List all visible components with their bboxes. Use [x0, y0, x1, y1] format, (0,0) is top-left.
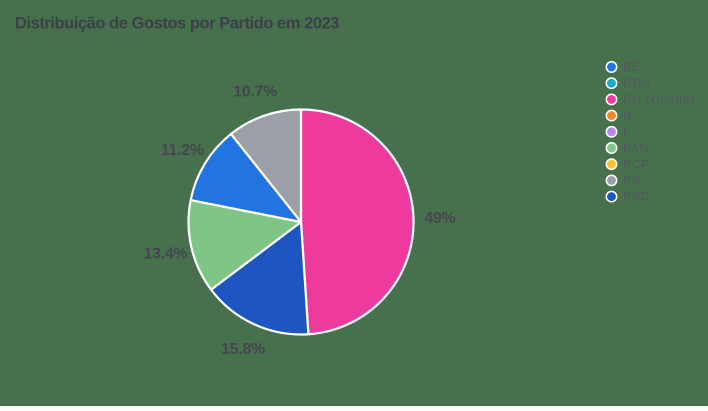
legend-item-psd[interactable]: PSD	[605, 190, 650, 204]
legend-label-psd: PSD	[623, 190, 650, 204]
pie-slice-psd[interactable]	[210, 220, 310, 336]
legend-label-l: L	[623, 125, 630, 139]
legend-marker-ch-chega	[605, 93, 618, 106]
legend-marker-pcp	[605, 158, 618, 171]
legend-label-pcp: PCP	[623, 157, 650, 171]
legend-item-be[interactable]: BE	[605, 60, 641, 74]
legend-label-be: BE	[623, 60, 641, 74]
legend-label-il: IL	[623, 109, 635, 123]
slice-label-psd: 15.8%	[221, 341, 265, 358]
legend: BE CDS CH (Chega) IL L PAN PCP PS PSD	[605, 60, 695, 204]
legend-item-pcp[interactable]: PCP	[605, 157, 650, 171]
legend-item-l[interactable]: L	[605, 125, 630, 139]
legend-marker-be	[605, 61, 618, 73]
slice-label-ch-chega: 49%	[424, 210, 455, 227]
pie-slice-be[interactable]	[189, 132, 303, 224]
legend-item-cds[interactable]: CDS	[605, 76, 651, 90]
legend-item-ch-chega[interactable]: CH (Chega)	[605, 93, 695, 107]
legend-item-il[interactable]: IL	[605, 109, 635, 123]
legend-marker-il	[605, 109, 618, 122]
pie-slice-ps[interactable]	[229, 108, 303, 224]
legend-label-cds: CDS	[623, 76, 651, 90]
slice-labels: 49% 15.8% 13.4% 11.2% 10.7%	[144, 83, 456, 358]
slice-label-be: 11.2%	[161, 142, 204, 159]
chart-title: Distribuição de Gostos por Partido em 20…	[15, 15, 339, 33]
legend-marker-ps	[605, 174, 618, 187]
legend-label-ps: PS	[623, 174, 641, 188]
legend-item-pan[interactable]: PAN	[605, 141, 649, 155]
legend-label-pan: PAN	[623, 141, 649, 155]
pie-slice-ch-chega[interactable]	[299, 108, 415, 336]
legend-marker-l	[605, 125, 618, 138]
pie-slices	[187, 108, 415, 336]
legend-item-ps[interactable]: PS	[605, 174, 641, 188]
slice-label-ps: 10.7%	[233, 83, 277, 100]
slice-label-pan: 13.4%	[144, 246, 188, 263]
legend-label-ch-chega: CH (Chega)	[623, 93, 695, 107]
legend-marker-pan	[605, 142, 618, 154]
legend-marker-cds	[605, 77, 618, 90]
pie-slice-pan[interactable]	[187, 198, 303, 291]
legend-marker-psd	[605, 190, 618, 203]
